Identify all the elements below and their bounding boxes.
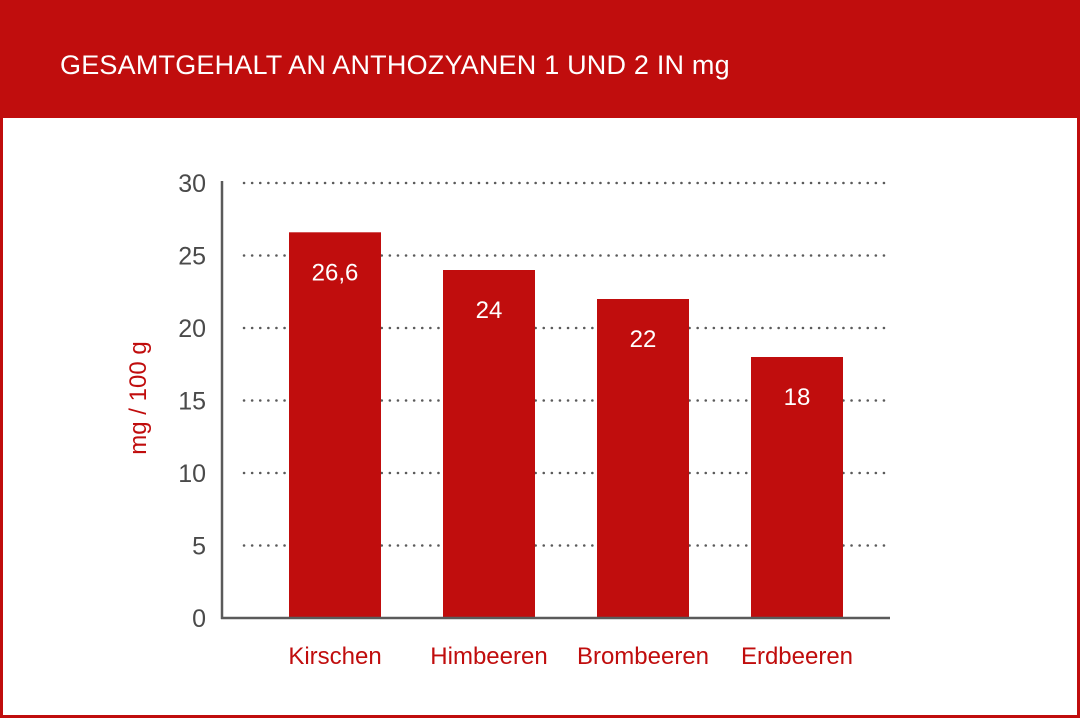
y-tick-label: 5 — [192, 533, 206, 561]
x-category-labels: Kirschen Himbeeren Brombeeren Erdbeeren — [288, 643, 853, 670]
y-tick-labels: 0 5 10 15 20 25 30 — [178, 170, 206, 633]
bar-value-label: 18 — [784, 384, 811, 411]
axes — [220, 181, 890, 620]
bar — [751, 357, 843, 618]
x-category-label: Erdbeeren — [741, 643, 853, 670]
chart-title: GESAMTGEHALT AN ANTHOZYANEN 1 UND 2 IN m… — [60, 50, 730, 80]
y-tick-label: 30 — [178, 170, 206, 198]
y-tick-label: 0 — [192, 605, 206, 633]
x-category-label: Himbeeren — [430, 643, 547, 670]
y-tick-label: 10 — [178, 460, 206, 488]
y-tick-label: 15 — [178, 388, 206, 416]
gridlines — [242, 181, 892, 547]
y-tick-label: 25 — [178, 243, 206, 271]
bar-value-label: 26,6 — [312, 259, 359, 286]
x-category-label: Brombeeren — [577, 643, 709, 670]
x-category-label: Kirschen — [288, 643, 381, 670]
bar-value-labels: 26,6 24 22 18 — [312, 259, 811, 411]
bar — [597, 299, 689, 618]
y-axis-title: mg / 100 g — [125, 341, 152, 454]
bar-value-label: 24 — [476, 297, 503, 324]
bar-value-label: 22 — [630, 326, 657, 353]
chart-header: GESAMTGEHALT AN ANTHOZYANEN 1 UND 2 IN m… — [0, 0, 1080, 118]
bar — [289, 232, 381, 619]
y-tick-label: 20 — [178, 315, 206, 343]
bars — [289, 232, 843, 619]
bar — [443, 270, 535, 618]
